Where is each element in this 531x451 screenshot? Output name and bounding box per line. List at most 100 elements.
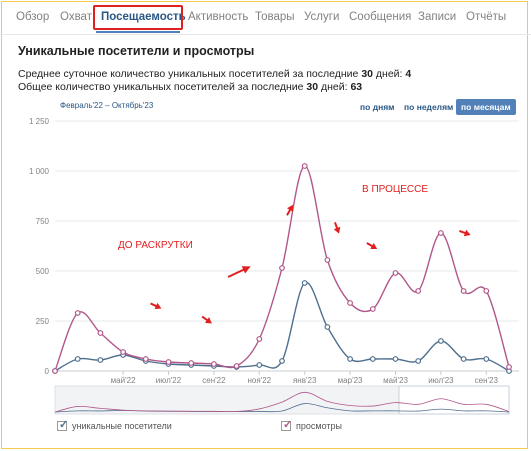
period-weeks-button[interactable]: по неделям [404,102,454,112]
total-count-stat: Общее количество уникальных посетителей … [18,81,362,93]
active-tab-underline [96,31,180,33]
annotation-arrow-head [370,242,378,250]
data-point-visitors[interactable] [74,356,81,362]
views-checkbox[interactable]: ✓ [281,419,293,431]
check-icon: ✓ [283,419,293,431]
legend-views[interactable]: просмотры [296,421,342,431]
data-point-views[interactable] [97,330,104,336]
data-point-views[interactable] [74,310,81,316]
x-tick-label: май'23 [383,376,408,385]
tab-messages[interactable]: Сообщения [349,11,412,23]
annotation-arrow-shaft [334,222,339,230]
annotation-arrow-shaft [459,230,467,235]
legend-visitors[interactable]: уникальные посетители [72,421,172,431]
data-point-views[interactable] [301,163,308,169]
annotation-arrow-head [241,266,251,274]
period-days-button[interactable]: по дням [360,102,395,112]
tab-attendance[interactable]: Посещаемость [101,11,186,23]
data-point-views[interactable] [347,300,354,306]
y-tick-label: 250 [36,317,50,326]
data-point-visitors[interactable] [460,356,467,362]
annotation-arrow-shaft [227,268,245,278]
daily-value: 4 [405,68,412,80]
x-tick-label: май'22 [111,376,136,385]
data-point-views[interactable] [483,288,490,294]
y-tick-label: 500 [36,267,50,276]
tab-services[interactable]: Услуги [304,11,340,23]
daily-average-stat: Среднее суточное количество уникальных п… [18,68,411,80]
data-point-visitors[interactable] [438,338,444,344]
annotation-arrow-head [333,226,341,234]
y-tick-label: 0 [45,367,50,376]
y-tick-label: 1 250 [29,117,50,126]
data-point-views[interactable] [120,349,126,355]
annotation-arrow [333,222,341,234]
date-range[interactable]: Февраль'22 – Октябрь'23 [60,101,154,110]
data-point-views[interactable] [369,306,376,312]
x-tick-label: янв'23 [293,376,317,385]
tab-reach[interactable]: Охват [60,11,92,23]
daily-days: 30 [361,68,373,80]
data-point-views[interactable] [165,359,172,365]
visitors-checkbox[interactable]: ✓ [57,419,69,431]
section-title: Уникальные посетители и просмотры [18,44,255,58]
data-point-views[interactable] [233,363,240,369]
annotation-arrow-long [227,266,251,278]
data-point-views[interactable] [210,361,217,367]
annotation-arrow-shaft [150,302,158,308]
tab-activity[interactable]: Активность [188,11,249,23]
data-point-visitors[interactable] [369,356,376,362]
data-point-visitors[interactable] [256,362,263,368]
tab-reports[interactable]: Отчёты [466,11,507,23]
annotation-arrow [286,204,294,216]
period-months-button[interactable]: по месяцам [456,99,516,115]
tab-products[interactable]: Товары [255,11,295,23]
highlight-box [93,5,183,30]
annotation-arrow [459,229,471,237]
y-tick-label: 1 000 [29,167,50,176]
data-point-views[interactable] [324,257,331,263]
data-point-views[interactable] [415,288,422,294]
data-point-visitors[interactable] [415,358,422,364]
total-suffix: дней: [318,81,351,93]
data-point-views[interactable] [256,336,263,342]
navigator-line-views [54,391,510,413]
data-point-views[interactable] [392,270,399,276]
annotation-arrow-head [154,302,162,310]
annotation-arrow-head [463,229,471,237]
data-point-visitors[interactable] [347,356,354,362]
daily-label: Среднее суточное количество уникальных п… [18,68,362,80]
data-point-visitors[interactable] [279,358,285,364]
navigator-window[interactable] [398,385,510,415]
data-point-views[interactable] [188,360,195,366]
tab-overview[interactable]: Обзор [16,11,50,23]
data-point-visitors[interactable] [301,280,308,286]
x-tick-label: июл'22 [156,376,182,385]
annotation-in-progress: В ПРОЦЕССЕ [362,184,429,195]
series-line-views [54,165,510,372]
tab-posts[interactable]: Записи [418,11,457,23]
x-tick-label: ноя'22 [247,376,271,385]
data-point-visitors[interactable] [392,356,399,362]
check-icon: ✓ [59,419,69,431]
stats-tabs: Обзор Охват Посещаемость Активность Това… [0,0,531,35]
total-label: Общее количество уникальных посетителей … [18,81,307,93]
data-point-views[interactable] [460,288,467,294]
data-point-visitors[interactable] [483,356,490,362]
data-point-views[interactable] [438,230,444,236]
data-point-views[interactable] [142,356,149,362]
data-point-views[interactable] [52,368,58,374]
x-tick-label: июл'23 [428,376,454,385]
annotation-before: ДО РАСКРУТКИ [118,240,193,251]
annotation-arrow-shaft [366,242,374,248]
annotation-arrow [201,315,212,324]
data-point-views[interactable] [506,364,512,370]
data-point-visitors[interactable] [97,357,104,363]
annotation-arrow-head [286,204,294,212]
data-point-visitors[interactable] [324,324,331,330]
annotation-arrow-shaft [201,315,209,322]
annotation-arrow-shaft [286,208,292,216]
data-point-views[interactable] [279,265,285,271]
